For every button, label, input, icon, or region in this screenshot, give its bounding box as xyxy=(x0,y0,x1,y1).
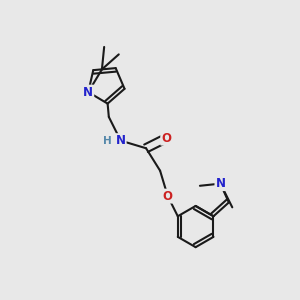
Text: O: O xyxy=(161,132,171,145)
Text: H: H xyxy=(103,136,112,146)
Text: N: N xyxy=(83,85,93,99)
Text: N: N xyxy=(215,177,225,190)
Text: N: N xyxy=(116,134,126,147)
Text: O: O xyxy=(163,190,173,202)
